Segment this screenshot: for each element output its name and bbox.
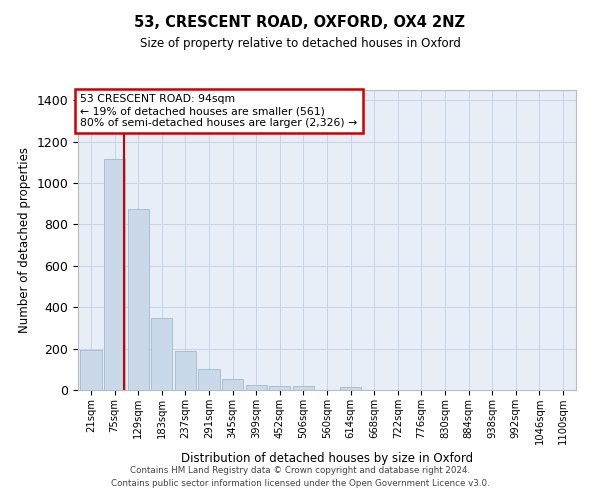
Bar [245,385,267,390]
Bar [80,350,101,390]
Text: Contains HM Land Registry data © Crown copyright and database right 2024.
Contai: Contains HM Land Registry data © Crown c… [110,466,490,487]
Bar [128,209,149,390]
Bar [151,318,172,390]
Text: Size of property relative to detached houses in Oxford: Size of property relative to detached ho… [140,38,460,51]
X-axis label: Distribution of detached houses by size in Oxford: Distribution of detached houses by size … [181,452,473,466]
Bar [293,386,314,390]
Bar [175,350,196,390]
Bar [222,379,243,390]
Y-axis label: Number of detached properties: Number of detached properties [18,147,31,333]
Bar [340,387,361,390]
Bar [269,386,290,390]
Text: 53 CRESCENT ROAD: 94sqm
← 19% of detached houses are smaller (561)
80% of semi-d: 53 CRESCENT ROAD: 94sqm ← 19% of detache… [80,94,358,128]
Bar [104,160,125,390]
Text: 53, CRESCENT ROAD, OXFORD, OX4 2NZ: 53, CRESCENT ROAD, OXFORD, OX4 2NZ [134,15,466,30]
Bar [199,370,220,390]
